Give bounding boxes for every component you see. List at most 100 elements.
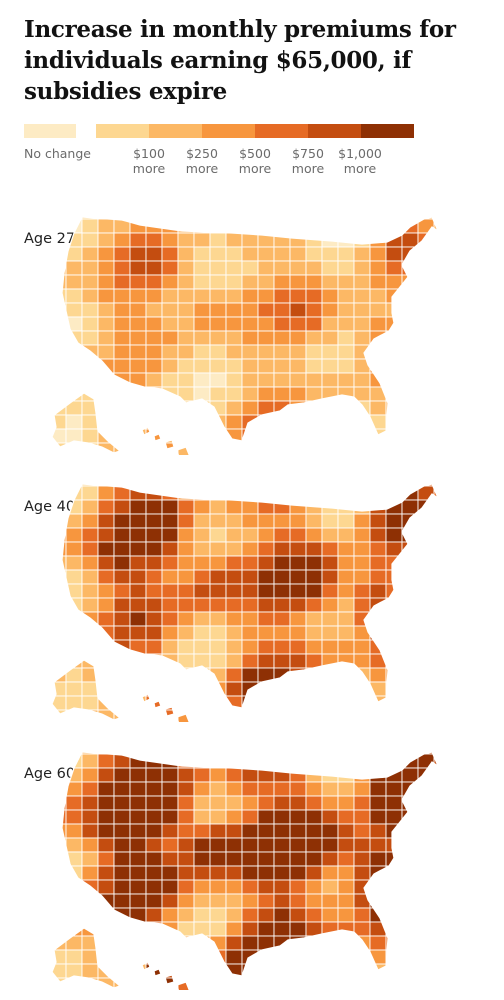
- region-cell: [369, 246, 387, 262]
- region-cell: [433, 893, 438, 909]
- region-cell: [289, 246, 307, 262]
- region-cell: [337, 260, 355, 276]
- region-cell: [257, 879, 275, 895]
- region-cell: [401, 330, 419, 346]
- region-cell: [417, 907, 435, 923]
- region-cell: [305, 695, 323, 711]
- region-cell: [273, 893, 291, 909]
- region-cell: [225, 823, 243, 839]
- region-cell: [321, 963, 339, 979]
- region-cell: [209, 372, 227, 388]
- region-cell: [337, 781, 355, 797]
- region-cell: [52, 949, 67, 965]
- hawaii-outline: [153, 433, 162, 442]
- region-cell: [273, 246, 291, 262]
- region-cell: [145, 709, 163, 722]
- region-cell: [241, 809, 259, 825]
- region-cell: [401, 695, 419, 711]
- region-cell: [305, 837, 323, 853]
- region-cell: [209, 667, 227, 683]
- region-cell: [433, 442, 438, 455]
- region-cell: [145, 935, 163, 951]
- region-cell: [353, 977, 371, 990]
- region-cell: [417, 795, 435, 811]
- region-cell: [113, 274, 131, 290]
- region-cell: [289, 484, 307, 487]
- region-cell: [81, 428, 99, 444]
- region-cell: [177, 302, 195, 318]
- region-cell: [273, 753, 291, 769]
- region-cell: [385, 372, 403, 388]
- region-cell: [193, 781, 211, 797]
- region-cell: [450, 710, 466, 722]
- region-cell: [450, 754, 466, 768]
- legend-swatch-no-change: [24, 124, 76, 138]
- hawaii-outline: [141, 961, 151, 971]
- region-cell: [113, 653, 131, 669]
- region-cell: [161, 527, 179, 543]
- region-cell: [225, 597, 243, 613]
- region-cell: [113, 414, 131, 430]
- region-cell: [417, 963, 435, 979]
- region-cell: [257, 823, 275, 839]
- region-cell: [209, 442, 227, 455]
- region-cell: [177, 907, 195, 923]
- region-cell: [257, 555, 275, 571]
- region-cell: [321, 274, 339, 290]
- region-cell: [433, 288, 438, 304]
- region-cell: [209, 428, 227, 444]
- region-cell: [417, 695, 435, 711]
- region-cell: [450, 570, 466, 584]
- region-cell: [161, 795, 179, 811]
- region-cell: [450, 373, 466, 387]
- region-cell: [209, 921, 227, 937]
- region-cell: [161, 781, 179, 797]
- region-cell: [129, 949, 147, 965]
- region-cell: [450, 810, 466, 824]
- region-cell: [65, 499, 83, 515]
- region-cell: [225, 837, 243, 853]
- region-cell: [97, 555, 115, 571]
- region-cell: [257, 344, 275, 360]
- region-cell: [337, 217, 355, 220]
- region-cell: [97, 386, 115, 402]
- region-cell: [273, 709, 291, 722]
- region-cell: [161, 639, 179, 655]
- region-cell: [321, 217, 339, 220]
- region-cell: [257, 893, 275, 909]
- region-cell: [145, 977, 163, 990]
- region-cell: [145, 823, 163, 839]
- region-cell: [97, 246, 115, 262]
- region-cell: [209, 597, 227, 613]
- region-cell: [353, 499, 371, 515]
- region-cell: [129, 555, 147, 571]
- region-cell: [177, 232, 195, 248]
- region-cell: [193, 963, 211, 979]
- region-cell: [145, 583, 163, 599]
- region-cell: [369, 611, 387, 627]
- region-cell: [97, 260, 115, 276]
- us-map-age-27: [51, 216, 466, 455]
- region-cell: [241, 625, 259, 641]
- region-cell: [337, 653, 355, 669]
- region-cell: [385, 344, 403, 360]
- region-cell: [225, 372, 243, 388]
- region-cell: [129, 667, 147, 683]
- region-cell: [321, 611, 339, 627]
- region-cell: [273, 611, 291, 627]
- region-cell: [241, 921, 259, 937]
- region-cell: [305, 851, 323, 867]
- region-cell: [273, 907, 291, 923]
- region-cell: [337, 302, 355, 318]
- region-cell: [289, 583, 307, 599]
- region-cell: [401, 414, 419, 430]
- lower48-outline: [61, 751, 440, 977]
- region-cell: [65, 935, 83, 951]
- region-cell: [225, 977, 243, 990]
- region-cell: [289, 414, 307, 430]
- region-cell: [52, 907, 67, 923]
- region-cell: [450, 359, 466, 373]
- region-cell: [65, 344, 83, 360]
- region-cell: [177, 823, 195, 839]
- region-cell: [417, 893, 435, 909]
